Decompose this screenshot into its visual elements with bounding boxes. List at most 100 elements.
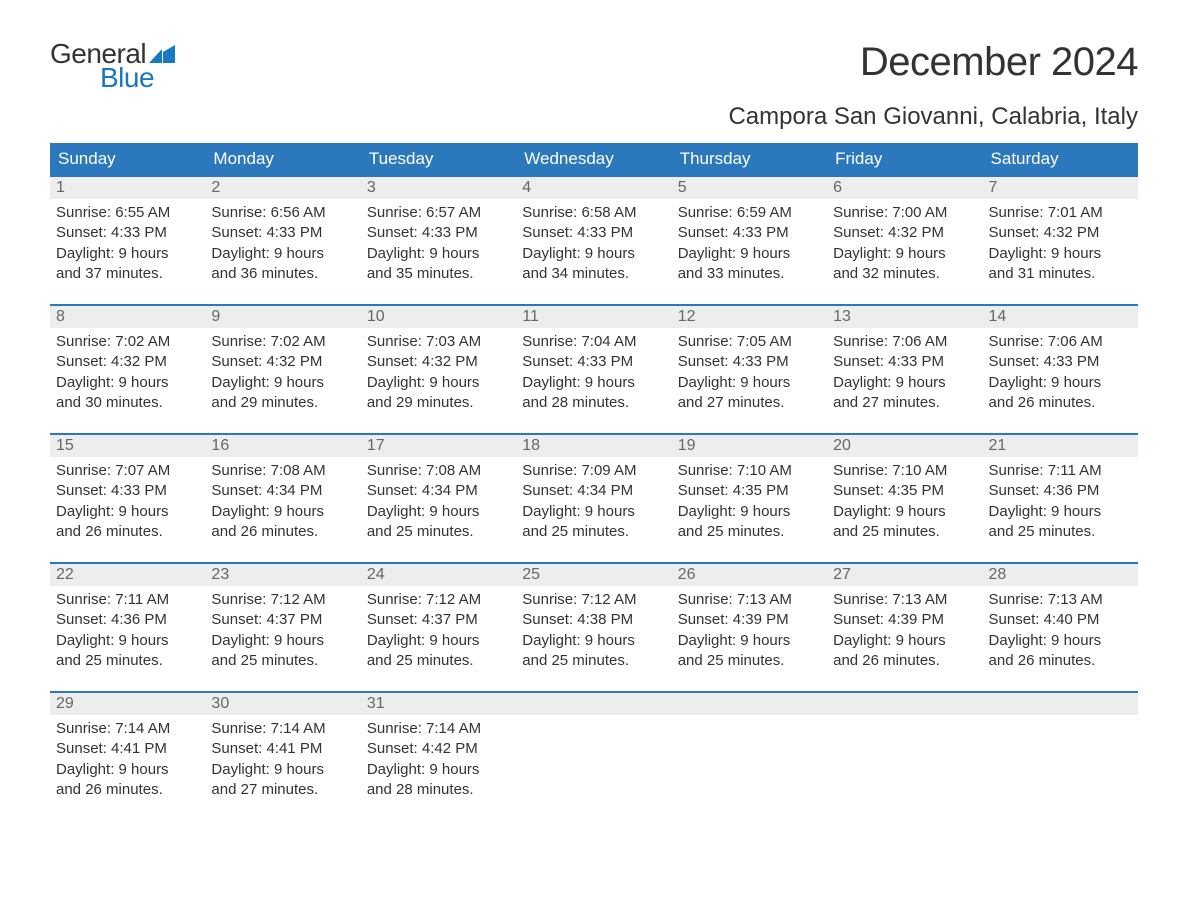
day-daylight2: and 25 minutes. xyxy=(522,522,665,542)
day-daylight2: and 33 minutes. xyxy=(678,264,821,284)
day-sunrise: Sunrise: 7:13 AM xyxy=(833,590,976,610)
day-daylight2: and 37 minutes. xyxy=(56,264,199,284)
day-cell: 11Sunrise: 7:04 AMSunset: 4:33 PMDayligh… xyxy=(516,306,671,417)
day-content: Sunrise: 7:07 AMSunset: 4:33 PMDaylight:… xyxy=(50,457,205,546)
day-daylight2: and 25 minutes. xyxy=(211,651,354,671)
day-cell xyxy=(516,693,671,804)
day-sunset: Sunset: 4:32 PM xyxy=(833,223,976,243)
day-number: 13 xyxy=(827,306,982,328)
day-sunrise: Sunrise: 7:14 AM xyxy=(367,719,510,739)
day-sunset: Sunset: 4:42 PM xyxy=(367,739,510,759)
day-daylight2: and 28 minutes. xyxy=(522,393,665,413)
day-number xyxy=(516,693,671,715)
day-daylight1: Daylight: 9 hours xyxy=(989,244,1132,264)
day-sunrise: Sunrise: 7:00 AM xyxy=(833,203,976,223)
day-number: 10 xyxy=(361,306,516,328)
day-daylight1: Daylight: 9 hours xyxy=(56,631,199,651)
day-daylight1: Daylight: 9 hours xyxy=(833,631,976,651)
day-cell: 20Sunrise: 7:10 AMSunset: 4:35 PMDayligh… xyxy=(827,435,982,546)
day-sunset: Sunset: 4:33 PM xyxy=(56,223,199,243)
calendar-weeks: 1Sunrise: 6:55 AMSunset: 4:33 PMDaylight… xyxy=(50,175,1138,804)
day-cell: 13Sunrise: 7:06 AMSunset: 4:33 PMDayligh… xyxy=(827,306,982,417)
day-sunset: Sunset: 4:38 PM xyxy=(522,610,665,630)
day-daylight1: Daylight: 9 hours xyxy=(678,631,821,651)
day-content: Sunrise: 7:08 AMSunset: 4:34 PMDaylight:… xyxy=(205,457,360,546)
day-content: Sunrise: 7:00 AMSunset: 4:32 PMDaylight:… xyxy=(827,199,982,288)
day-sunrise: Sunrise: 6:59 AM xyxy=(678,203,821,223)
weekday-header: Monday xyxy=(205,149,360,169)
day-number: 4 xyxy=(516,177,671,199)
day-content: Sunrise: 7:13 AMSunset: 4:39 PMDaylight:… xyxy=(827,586,982,675)
calendar-week: 29Sunrise: 7:14 AMSunset: 4:41 PMDayligh… xyxy=(50,691,1138,804)
day-daylight2: and 31 minutes. xyxy=(989,264,1132,284)
day-sunset: Sunset: 4:36 PM xyxy=(989,481,1132,501)
day-number: 7 xyxy=(983,177,1138,199)
day-sunset: Sunset: 4:34 PM xyxy=(522,481,665,501)
day-number: 2 xyxy=(205,177,360,199)
day-cell: 24Sunrise: 7:12 AMSunset: 4:37 PMDayligh… xyxy=(361,564,516,675)
day-number: 19 xyxy=(672,435,827,457)
day-content: Sunrise: 7:14 AMSunset: 4:41 PMDaylight:… xyxy=(50,715,205,804)
day-sunrise: Sunrise: 7:09 AM xyxy=(522,461,665,481)
day-sunrise: Sunrise: 7:12 AM xyxy=(522,590,665,610)
weekday-header: Wednesday xyxy=(516,149,671,169)
day-number: 29 xyxy=(50,693,205,715)
day-cell: 7Sunrise: 7:01 AMSunset: 4:32 PMDaylight… xyxy=(983,177,1138,288)
day-content: Sunrise: 7:10 AMSunset: 4:35 PMDaylight:… xyxy=(672,457,827,546)
day-cell: 2Sunrise: 6:56 AMSunset: 4:33 PMDaylight… xyxy=(205,177,360,288)
day-content: Sunrise: 6:57 AMSunset: 4:33 PMDaylight:… xyxy=(361,199,516,288)
day-cell: 12Sunrise: 7:05 AMSunset: 4:33 PMDayligh… xyxy=(672,306,827,417)
calendar-week: 8Sunrise: 7:02 AMSunset: 4:32 PMDaylight… xyxy=(50,304,1138,417)
day-number: 16 xyxy=(205,435,360,457)
day-content: Sunrise: 6:58 AMSunset: 4:33 PMDaylight:… xyxy=(516,199,671,288)
header: General Blue December 2024 Campora San G… xyxy=(50,40,1138,131)
day-cell: 4Sunrise: 6:58 AMSunset: 4:33 PMDaylight… xyxy=(516,177,671,288)
day-content: Sunrise: 7:12 AMSunset: 4:38 PMDaylight:… xyxy=(516,586,671,675)
day-sunset: Sunset: 4:34 PM xyxy=(211,481,354,501)
day-number: 25 xyxy=(516,564,671,586)
day-content: Sunrise: 6:59 AMSunset: 4:33 PMDaylight:… xyxy=(672,199,827,288)
day-cell: 8Sunrise: 7:02 AMSunset: 4:32 PMDaylight… xyxy=(50,306,205,417)
day-daylight1: Daylight: 9 hours xyxy=(211,244,354,264)
day-sunset: Sunset: 4:33 PM xyxy=(522,223,665,243)
day-daylight1: Daylight: 9 hours xyxy=(989,502,1132,522)
day-cell: 5Sunrise: 6:59 AMSunset: 4:33 PMDaylight… xyxy=(672,177,827,288)
day-sunrise: Sunrise: 7:03 AM xyxy=(367,332,510,352)
logo-text-blue: Blue xyxy=(100,64,175,92)
day-sunset: Sunset: 4:33 PM xyxy=(678,352,821,372)
calendar-week: 15Sunrise: 7:07 AMSunset: 4:33 PMDayligh… xyxy=(50,433,1138,546)
day-cell: 25Sunrise: 7:12 AMSunset: 4:38 PMDayligh… xyxy=(516,564,671,675)
day-number: 17 xyxy=(361,435,516,457)
day-number: 23 xyxy=(205,564,360,586)
day-content: Sunrise: 7:14 AMSunset: 4:42 PMDaylight:… xyxy=(361,715,516,804)
day-daylight2: and 29 minutes. xyxy=(367,393,510,413)
day-daylight2: and 25 minutes. xyxy=(367,522,510,542)
day-content: Sunrise: 7:12 AMSunset: 4:37 PMDaylight:… xyxy=(205,586,360,675)
day-sunrise: Sunrise: 6:58 AM xyxy=(522,203,665,223)
day-sunset: Sunset: 4:32 PM xyxy=(56,352,199,372)
day-sunrise: Sunrise: 7:13 AM xyxy=(989,590,1132,610)
day-sunrise: Sunrise: 7:07 AM xyxy=(56,461,199,481)
day-daylight2: and 25 minutes. xyxy=(522,651,665,671)
day-daylight2: and 27 minutes. xyxy=(833,393,976,413)
day-sunset: Sunset: 4:33 PM xyxy=(522,352,665,372)
day-cell: 28Sunrise: 7:13 AMSunset: 4:40 PMDayligh… xyxy=(983,564,1138,675)
day-daylight1: Daylight: 9 hours xyxy=(678,502,821,522)
day-cell: 26Sunrise: 7:13 AMSunset: 4:39 PMDayligh… xyxy=(672,564,827,675)
day-cell: 31Sunrise: 7:14 AMSunset: 4:42 PMDayligh… xyxy=(361,693,516,804)
day-cell: 18Sunrise: 7:09 AMSunset: 4:34 PMDayligh… xyxy=(516,435,671,546)
day-sunset: Sunset: 4:32 PM xyxy=(367,352,510,372)
day-daylight1: Daylight: 9 hours xyxy=(678,373,821,393)
day-sunrise: Sunrise: 7:05 AM xyxy=(678,332,821,352)
day-sunset: Sunset: 4:41 PM xyxy=(56,739,199,759)
day-daylight1: Daylight: 9 hours xyxy=(56,502,199,522)
day-cell: 16Sunrise: 7:08 AMSunset: 4:34 PMDayligh… xyxy=(205,435,360,546)
day-daylight2: and 27 minutes. xyxy=(678,393,821,413)
day-cell: 9Sunrise: 7:02 AMSunset: 4:32 PMDaylight… xyxy=(205,306,360,417)
day-daylight2: and 25 minutes. xyxy=(833,522,976,542)
day-daylight1: Daylight: 9 hours xyxy=(367,502,510,522)
day-daylight2: and 34 minutes. xyxy=(522,264,665,284)
day-sunrise: Sunrise: 7:08 AM xyxy=(211,461,354,481)
weekday-header-row: Sunday Monday Tuesday Wednesday Thursday… xyxy=(50,143,1138,175)
day-daylight1: Daylight: 9 hours xyxy=(367,373,510,393)
